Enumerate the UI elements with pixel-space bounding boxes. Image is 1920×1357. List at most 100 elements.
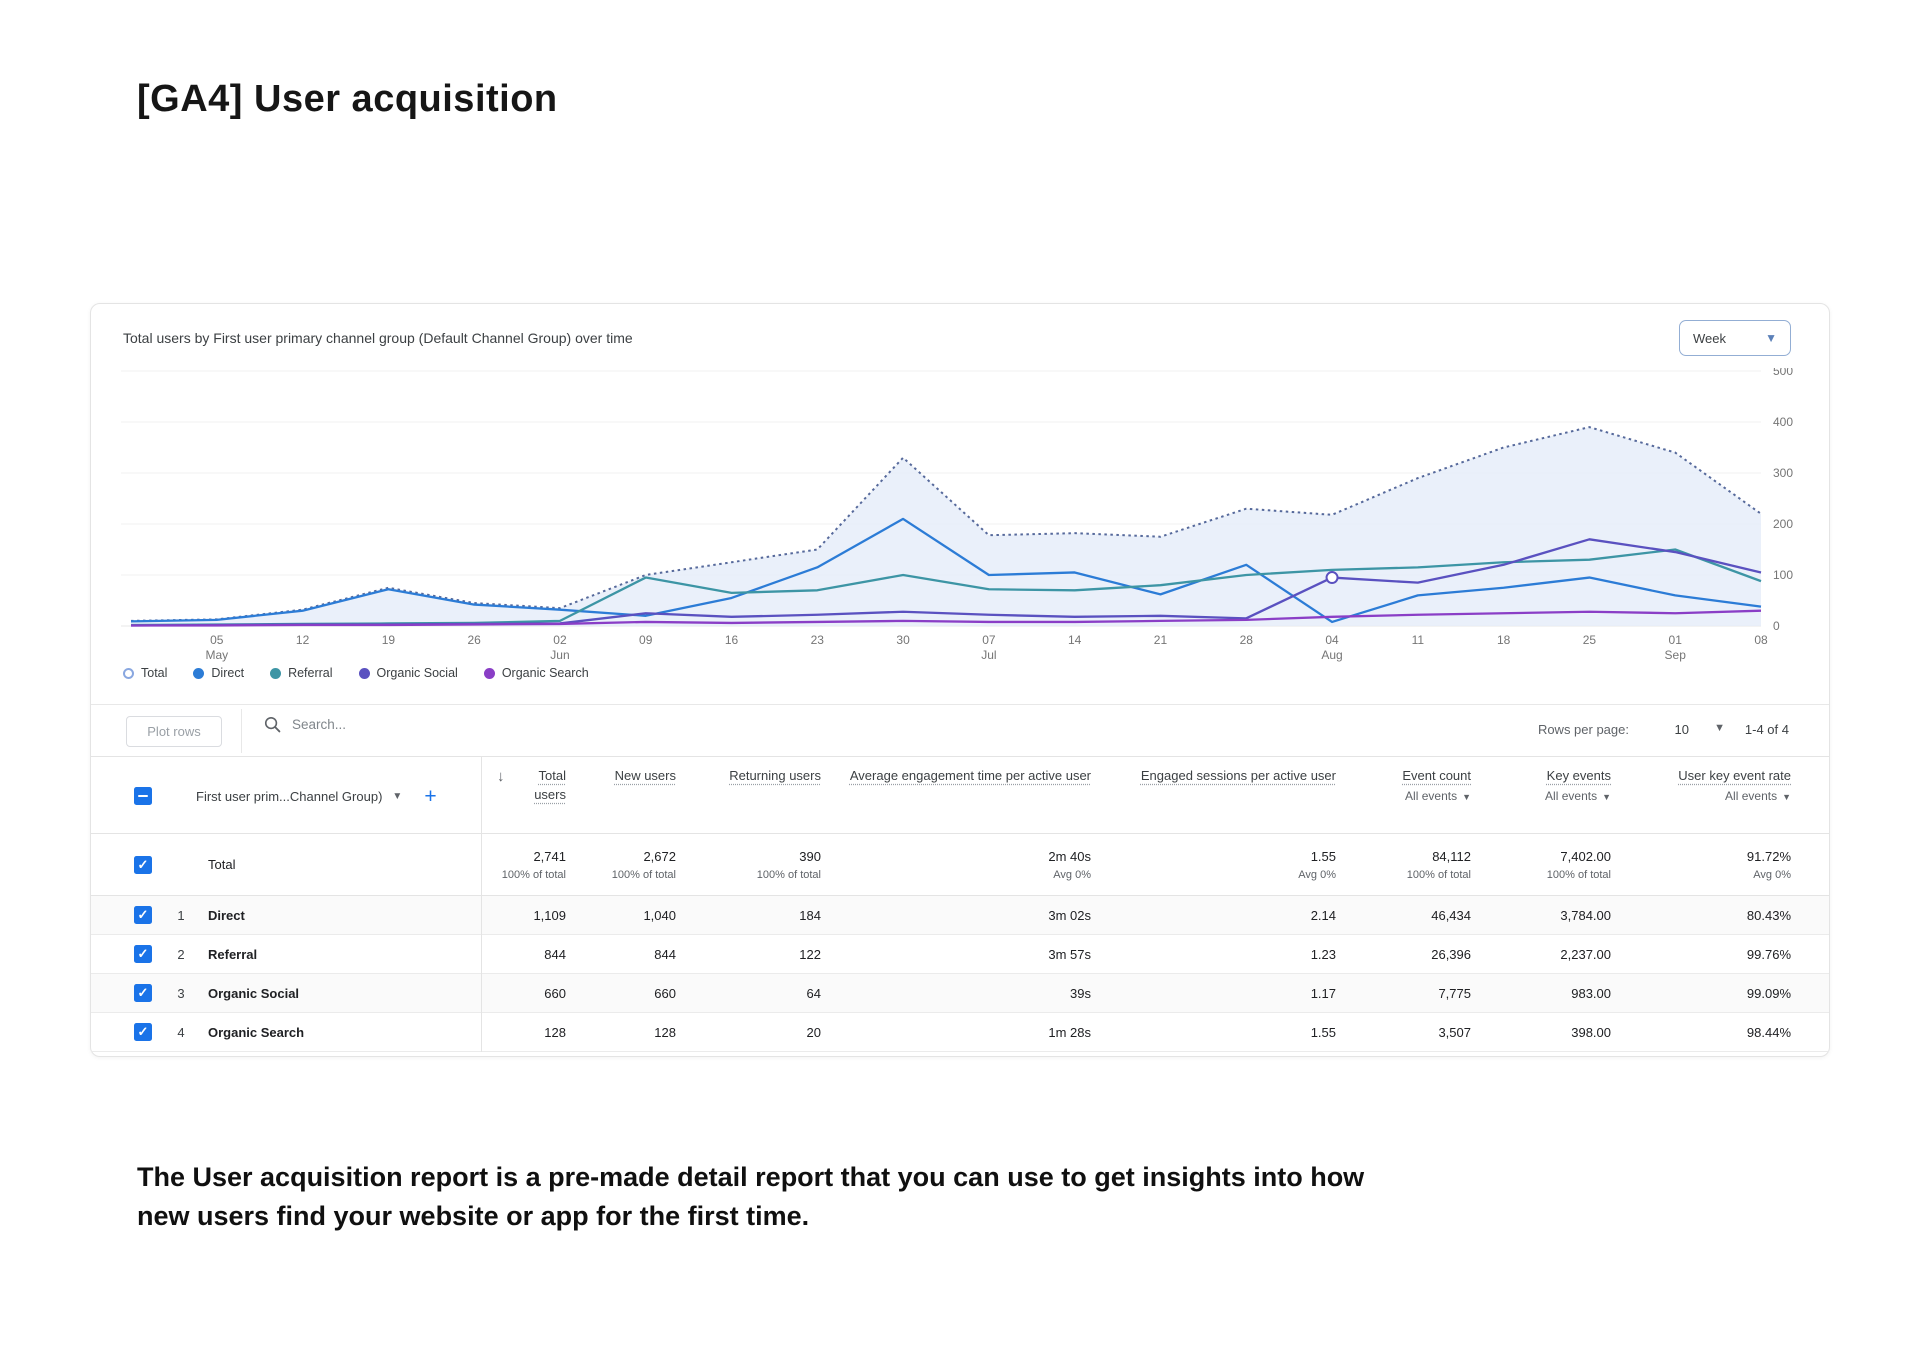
table-row-organic-search: 4 Organic Search 128 128 20 1m 28s 1.55 3,507 39… — [91, 1013, 1829, 1052]
metric-sub-label: 100% of total — [611, 868, 676, 881]
metric-value: 98.44% — [1746, 1024, 1791, 1040]
metric-value: 2,672 100% of total — [568, 849, 678, 881]
metric-value: 1.55 Avg 0% — [1093, 849, 1338, 881]
metric-sub-label: 100% of total — [1546, 868, 1611, 881]
column-header-avg-engagement-time[interactable]: Average engagement time per active user — [849, 768, 1091, 783]
table-toolbar: Plot rows Rows per page: 10 ▼ 1-4 of 4 — [91, 704, 1829, 756]
interval-dropdown[interactable]: Week ▼ — [1679, 320, 1791, 356]
dimension-header-cell: First user prim...Channel Group) ▼ + — [91, 767, 481, 825]
chart-title: Total users by First user primary channe… — [123, 330, 633, 346]
row-name: Organic Search — [208, 1024, 305, 1040]
x-axis-label: 23 — [811, 633, 825, 647]
legend-item-referral[interactable]: Referral — [270, 666, 333, 680]
metric-value: 184 — [799, 907, 821, 923]
metric-value: 3m 02s — [1048, 907, 1091, 923]
row-checkbox[interactable] — [134, 1023, 152, 1041]
row-checkbox[interactable] — [134, 945, 152, 963]
column-header-total-users[interactable]: ↓ Total users — [497, 768, 566, 802]
x-axis-label: 26 — [467, 633, 481, 647]
series-line-total[interactable] — [130, 426, 1762, 622]
column-header-user-key-event-rate[interactable]: User key event rate All events ▼ — [1678, 768, 1791, 803]
legend-item-total[interactable]: Total — [123, 666, 167, 680]
y-axis-label: 200 — [1773, 517, 1793, 531]
page-title: [GA4] User acquisition — [137, 78, 558, 120]
series-line-organic-search[interactable] — [131, 609, 1762, 627]
column-header-returning-users[interactable]: Returning users — [729, 768, 821, 783]
table-row-referral: 2 Referral 844 844 122 3m 57s 1.23 26,396 2,237.… — [91, 935, 1829, 974]
metric-value: 1.55 — [1310, 1024, 1336, 1040]
row-index: 3 — [177, 985, 185, 1001]
row-checkbox[interactable] — [134, 906, 152, 924]
dimension-cell: Total — [91, 834, 481, 895]
select-all-checkbox[interactable] — [134, 787, 152, 805]
legend-item-direct[interactable]: Direct — [193, 666, 244, 680]
metric-value: 2m 40s Avg 0% — [823, 849, 1093, 881]
metric-value: 128 — [654, 1024, 676, 1040]
x-axis-label: 14 — [1068, 633, 1082, 647]
chart-legend: Total Direct Referral Organic Social Organic… — [123, 666, 589, 680]
rows-per-page-caret-icon[interactable]: ▼ — [1714, 722, 1725, 734]
column-header-new-users[interactable]: New users — [614, 768, 676, 783]
metric-value: 64 — [806, 985, 821, 1001]
plot-rows-button[interactable]: Plot rows — [126, 716, 222, 747]
interval-dropdown-value: Week — [1693, 330, 1726, 346]
metric-value: 128 — [544, 1024, 566, 1040]
dimension-cell: 1 Direct — [91, 896, 481, 934]
rows-per-page-value[interactable]: 10 — [1674, 722, 1689, 737]
metric-value: 390 100% of total — [678, 849, 823, 881]
row-index: 4 — [177, 1024, 185, 1040]
add-dimension-button[interactable]: + — [424, 784, 437, 808]
dimension-header-label[interactable]: First user prim...Channel Group) — [196, 788, 383, 804]
metric-value: 2.14 — [1310, 907, 1336, 923]
legend-label: Direct — [211, 666, 245, 680]
metric-sub-label: Avg 0% — [1753, 868, 1791, 881]
dimension-cell: 4 Organic Search — [91, 1013, 481, 1051]
legend-label: Referral — [288, 666, 333, 680]
x-axis-label: 02 — [553, 633, 567, 647]
row-checkbox[interactable] — [134, 984, 152, 1002]
timeseries-chart: 0 100 200 300 400 500 05 May 12 19 26 02 Jun 09 16 23 30… — [121, 364, 1801, 664]
sort-descending-icon[interactable]: ↓ — [497, 768, 505, 785]
y-axis-label: 500 — [1773, 368, 1793, 378]
footer-line-1: The User acquisition report is a pre-mad… — [137, 1162, 1365, 1192]
search-icon — [264, 716, 281, 733]
legend-item-organic-social[interactable]: Organic Social — [358, 666, 458, 680]
metric-value: 7,775 — [1438, 985, 1471, 1001]
column-header-engaged-sessions[interactable]: Engaged sessions per active user — [1140, 768, 1336, 783]
metric-value: 91.72% Avg 0% — [1613, 849, 1793, 881]
column-header-event-count[interactable]: Event count All events ▼ — [1402, 768, 1471, 803]
metric-value: 844 — [544, 946, 566, 962]
series-line-direct[interactable] — [130, 517, 1762, 624]
x-axis-label: 12 — [296, 633, 310, 647]
legend-item-organic-search[interactable]: Organic Search — [483, 666, 589, 680]
metric-value: 26,396 — [1431, 946, 1471, 962]
legend-label: Organic Search — [501, 666, 589, 680]
metric-sub-label: 100% of total — [1406, 868, 1471, 881]
data-point-marker[interactable] — [1325, 571, 1339, 585]
y-axis-label: 100 — [1773, 568, 1793, 582]
x-axis-label: 01 — [1669, 633, 1683, 647]
dimension-cell: 2 Referral — [91, 935, 481, 973]
search-input[interactable] — [292, 717, 792, 732]
row-checkbox[interactable] — [134, 855, 152, 874]
legend-dot-icon — [123, 667, 134, 679]
total-area-fill — [131, 427, 1761, 626]
metric-filter-caret-icon[interactable]: ▼ — [1782, 791, 1791, 802]
dimension-caret-icon[interactable]: ▼ — [392, 790, 403, 802]
metric-value: 983.00 — [1571, 985, 1611, 1001]
toolbar-divider — [241, 709, 242, 753]
metric-value: 1,040 — [643, 907, 676, 923]
metric-filter-caret-icon[interactable]: ▼ — [1462, 791, 1471, 802]
metric-value: 2,237.00 — [1560, 946, 1611, 962]
x-axis-label: 28 — [1240, 633, 1254, 647]
search-box — [263, 715, 792, 734]
pagination-label: 1-4 of 4 — [1744, 722, 1789, 737]
metric-sub-label: 100% of total — [756, 868, 821, 881]
footer-description: The User acquisition report is a pre-mad… — [137, 1158, 1597, 1236]
metric-value: 660 — [544, 985, 566, 1001]
row-name: Direct — [208, 907, 245, 923]
row-index: 2 — [177, 946, 185, 962]
column-header-key-events[interactable]: Key events All events ▼ — [1545, 768, 1611, 803]
metric-filter-caret-icon[interactable]: ▼ — [1602, 791, 1611, 802]
row-name: Organic Social — [208, 985, 300, 1001]
